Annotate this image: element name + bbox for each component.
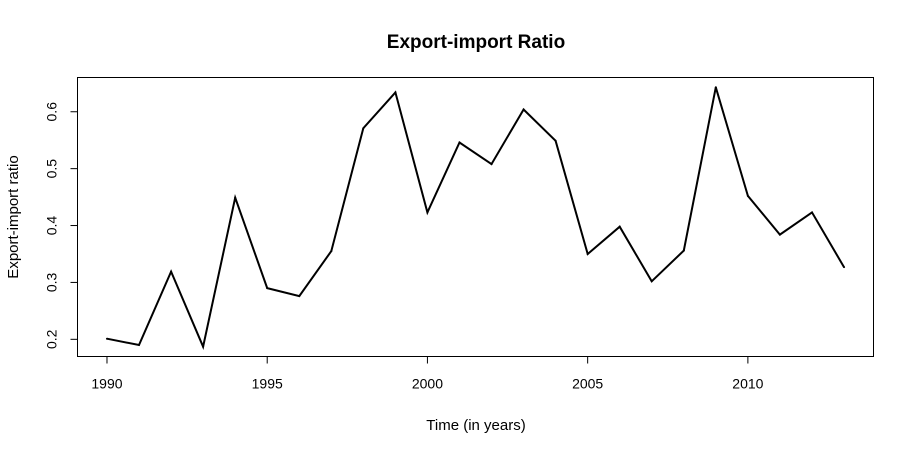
- data-point: [650, 280, 653, 283]
- data-point: [170, 270, 173, 273]
- data-point: [138, 344, 141, 347]
- x-tick-label: 2010: [732, 376, 763, 392]
- data-points: [105, 86, 846, 348]
- data-point: [586, 252, 589, 255]
- data-point: [458, 141, 461, 144]
- data-point: [746, 194, 749, 197]
- chart-title: Export-import Ratio: [387, 32, 565, 53]
- data-point: [266, 287, 269, 290]
- x-tick-label: 2000: [412, 376, 443, 392]
- y-axis-label: Export-import ratio: [5, 155, 22, 278]
- y-tick-label: 0.2: [44, 329, 60, 349]
- series-line: [106, 87, 845, 350]
- data-point: [682, 249, 685, 252]
- data-point: [202, 345, 205, 348]
- x-axis: 1990 1995 2000 2005 2010: [91, 356, 764, 392]
- data-point: [618, 225, 621, 228]
- data-point: [778, 233, 781, 236]
- y-tick-label: 0.6: [44, 102, 60, 122]
- data-point: [810, 211, 813, 214]
- data-point: [554, 139, 557, 142]
- data-point: [394, 91, 397, 94]
- data-point: [522, 108, 525, 111]
- x-tick-label: 2005: [572, 376, 603, 392]
- y-tick-label: 0.5: [44, 159, 60, 179]
- x-tick-label: 1990: [91, 376, 122, 392]
- y-tick-label: 0.3: [44, 272, 60, 292]
- x-tick-label: 1995: [252, 376, 283, 392]
- plot-frame: [77, 77, 874, 357]
- data-point: [362, 127, 365, 130]
- data-point: [426, 211, 429, 214]
- data-point: [330, 250, 333, 253]
- data-point: [234, 196, 237, 199]
- x-axis-label: Time (in years): [426, 417, 525, 434]
- y-axis: 0.2 0.3 0.4 0.5 0.6: [44, 102, 78, 349]
- data-point: [105, 337, 108, 340]
- data-point: [490, 163, 493, 166]
- y-tick-label: 0.4: [44, 216, 60, 236]
- data-point: [843, 266, 846, 269]
- data-point: [714, 86, 717, 89]
- data-point: [298, 295, 301, 298]
